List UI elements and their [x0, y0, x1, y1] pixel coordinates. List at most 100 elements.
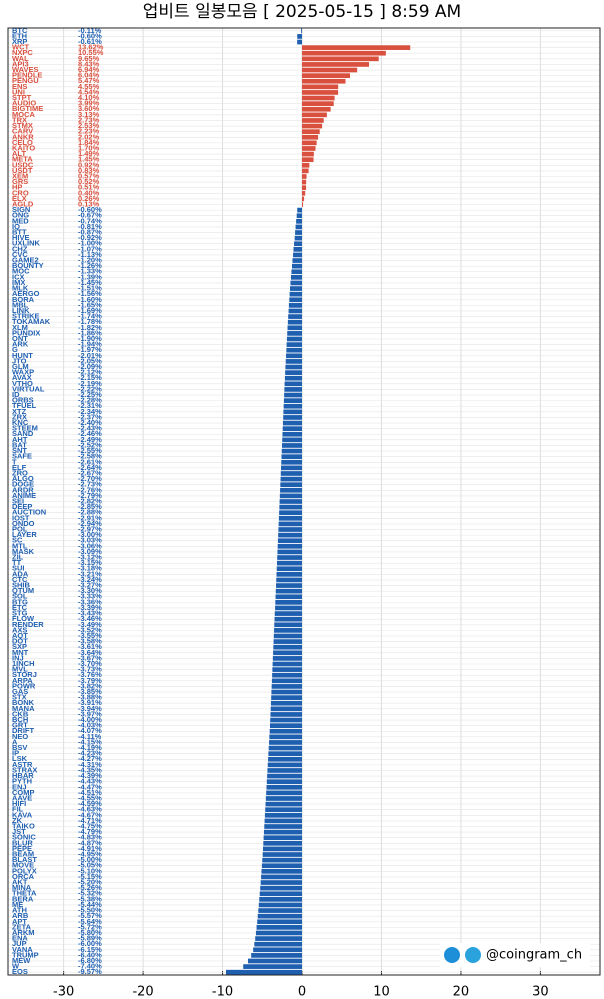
bar — [263, 829, 303, 835]
category-label: MASK — [12, 547, 35, 556]
value-label: -4.19% — [78, 743, 102, 752]
category-label: APT — [12, 917, 27, 926]
category-label: DOT — [12, 637, 28, 646]
bar — [302, 90, 339, 95]
bar — [269, 723, 303, 728]
bar — [284, 387, 303, 392]
value-label: 13.62% — [78, 43, 104, 52]
category-label: CELO — [12, 138, 33, 147]
category-label: SC — [12, 536, 23, 545]
bar — [263, 835, 303, 841]
value-label: -2.82% — [78, 496, 102, 505]
bar — [302, 202, 304, 207]
category-label: GLM — [12, 362, 29, 371]
bar — [274, 616, 303, 622]
value-label: 1.49% — [78, 149, 100, 158]
category-label: POLYX — [12, 866, 37, 875]
value-label: -2.58% — [78, 452, 102, 461]
category-label: NEO — [12, 732, 28, 741]
category-label: KAVA — [12, 810, 33, 819]
bar — [272, 672, 303, 678]
bar — [302, 185, 307, 191]
category-label: HUNT — [12, 351, 33, 360]
value-label: -2.37% — [78, 412, 102, 421]
category-label: ANIME — [12, 491, 36, 500]
bar — [283, 415, 303, 420]
value-label: -5.26% — [78, 883, 102, 892]
category-label: POL — [12, 525, 28, 534]
plot-frame — [7, 27, 601, 976]
bar — [283, 403, 303, 409]
value-label: -2.79% — [78, 491, 102, 500]
bar — [277, 549, 303, 555]
value-label: -5.64% — [78, 917, 102, 926]
value-label: -5.89% — [78, 934, 102, 943]
value-label: -4.75% — [78, 821, 102, 830]
value-label: -4.47% — [78, 782, 102, 791]
value-label: -5.50% — [78, 906, 102, 915]
category-label: TFUEL — [12, 401, 37, 410]
value-label: -4.39% — [78, 771, 102, 780]
bar — [265, 807, 303, 813]
bar — [302, 118, 324, 123]
bar — [225, 969, 303, 975]
category-label: HIVE — [12, 233, 30, 242]
value-label: -2.09% — [78, 362, 102, 371]
category-label: MED — [12, 216, 29, 225]
value-label: -4.95% — [78, 850, 102, 859]
value-label: -4.87% — [78, 838, 102, 847]
bar — [259, 891, 303, 897]
category-label: ICX — [12, 272, 25, 281]
category-label: GAME2 — [12, 256, 39, 265]
category-label: POWR — [12, 681, 36, 690]
value-label: -4.59% — [78, 799, 102, 808]
bar — [302, 151, 314, 157]
bar — [295, 230, 303, 235]
category-label: META — [12, 155, 33, 164]
category-label: MLK — [12, 284, 29, 293]
category-label: AXS — [12, 625, 27, 634]
category-label: SIGN — [12, 205, 30, 214]
bar — [302, 123, 323, 129]
bar — [263, 840, 303, 846]
value-label: -3.91% — [78, 698, 102, 707]
category-label: ELF — [12, 463, 27, 472]
bar — [302, 67, 358, 73]
bar — [281, 465, 303, 471]
bar — [284, 392, 303, 398]
bar — [281, 448, 303, 454]
value-label: -5.15% — [78, 872, 102, 881]
value-label: 0.40% — [78, 188, 100, 197]
category-label: BCH — [12, 715, 28, 724]
category-label: ID — [12, 390, 20, 399]
value-label: -2.55% — [78, 446, 102, 455]
value-label: -0.67% — [78, 211, 102, 220]
value-label: -2.88% — [78, 508, 102, 517]
bar — [302, 196, 305, 202]
bar — [280, 476, 303, 482]
value-label: -2.43% — [78, 424, 102, 433]
bar — [291, 269, 303, 275]
category-label: ZIL — [12, 553, 24, 562]
value-label: -1.00% — [78, 239, 102, 248]
category-label: TAIKO — [12, 821, 35, 830]
bar — [282, 420, 303, 426]
category-label: EOS — [12, 967, 28, 976]
category-label: API3 — [12, 59, 29, 68]
category-label: PENDLE — [12, 71, 42, 80]
bar — [271, 684, 303, 689]
value-label: -4.63% — [78, 805, 102, 814]
category-label: VIRTUAL — [12, 384, 45, 393]
value-label: -1.39% — [78, 272, 102, 281]
value-label: -5.80% — [78, 928, 102, 937]
bar — [289, 297, 303, 303]
category-label: ENJ — [12, 782, 27, 791]
value-label: -6.40% — [78, 950, 102, 959]
bar — [271, 689, 303, 695]
category-label: SNT — [12, 446, 27, 455]
value-label: 3.13% — [78, 110, 100, 119]
bar — [277, 538, 303, 544]
value-label: 3.99% — [78, 99, 100, 108]
bar — [297, 207, 303, 213]
value-label: -1.20% — [78, 256, 102, 265]
